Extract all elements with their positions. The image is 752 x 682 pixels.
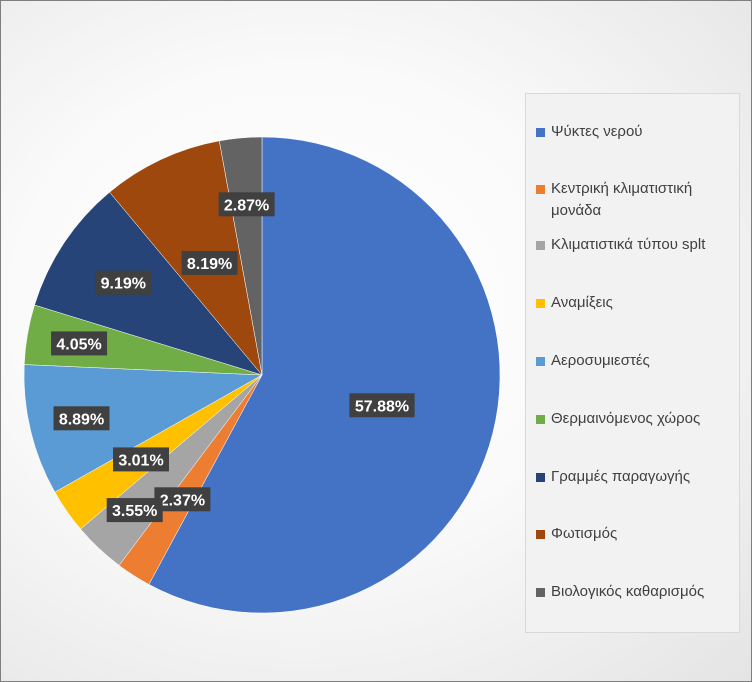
legend-swatch [536,128,545,137]
data-label-text: 4.05% [56,336,101,353]
pie-slice-5 [23,364,263,493]
data-label-box [51,331,108,356]
legend-label: Κλιματιστικά τύπου splt [551,236,706,253]
data-label-2: 2.37% [154,487,211,512]
legend-label: Αεροσυμιεστές [551,352,650,369]
legend-label: Βιολογικός καθαρισμός [551,583,705,600]
legend-item-9: Βιολογικός καθαρισμός [536,581,736,603]
data-label-text: 2.37% [160,492,205,509]
data-label-box [349,393,415,418]
legend-swatch [536,241,545,250]
legend-item-3: Κλιματιστικά τύπου splt [536,234,736,256]
data-label-box [181,250,238,275]
legend-label: Αναμίξεις [551,294,613,311]
data-label-box [154,487,211,512]
legend-swatch [536,299,545,308]
legend-item-1: Ψύκτες νερού [536,121,736,143]
data-label-6: 4.05% [51,331,108,356]
data-label-box [106,498,163,523]
legend: Ψύκτες νερού Κεντρική κλιματιστική μονάδα… [525,93,740,633]
legend-item-7: Γραμμές παραγωγής [536,466,736,488]
legend-swatch [536,473,545,482]
pie-slice-1 [148,136,501,614]
legend-swatch [536,357,545,366]
legend-label: Φωτισμός [551,525,618,542]
data-label-7: 9.19% [95,270,152,295]
legend-label: Θερμαινόμενος χώρος [551,410,701,427]
data-label-text: 8.89% [59,411,104,428]
data-label-1: 57.88% [349,393,415,418]
legend-label: Γραμμές παραγωγής [551,468,691,485]
data-label-4: 3.01% [113,447,169,472]
legend-item-6: Θερμαινόμενος χώρος [536,408,736,430]
data-label-9: 2.87% [218,192,275,217]
data-label-box [95,270,152,295]
legend-label: Κεντρική κλιματιστική μονάδα [551,180,693,219]
legend-swatch [536,185,545,194]
legend-swatch [536,588,545,597]
data-label-3: 3.55% [106,498,163,523]
legend-swatch [536,415,545,424]
data-label-box [53,406,110,431]
data-label-text: 3.55% [112,503,157,520]
data-label-box [218,192,275,217]
legend-item-2: Κεντρική κλιματιστική μονάδα [536,178,736,222]
legend-swatch [536,530,545,539]
data-label-text: 8.19% [187,256,232,273]
data-label-text: 9.19% [101,276,146,293]
data-label-text: 57.88% [355,398,409,415]
legend-item-8: Φωτισμός [536,523,736,545]
data-label-5: 8.89% [53,406,110,431]
data-label-8: 8.19% [181,250,238,275]
data-label-box [113,447,169,472]
legend-label: Ψύκτες νερού [551,123,643,140]
legend-item-4: Αναμίξεις [536,292,736,314]
legend-item-5: Αεροσυμιεστές [536,350,736,372]
data-label-text: 2.87% [224,197,269,214]
data-label-text: 3.01% [118,452,163,469]
